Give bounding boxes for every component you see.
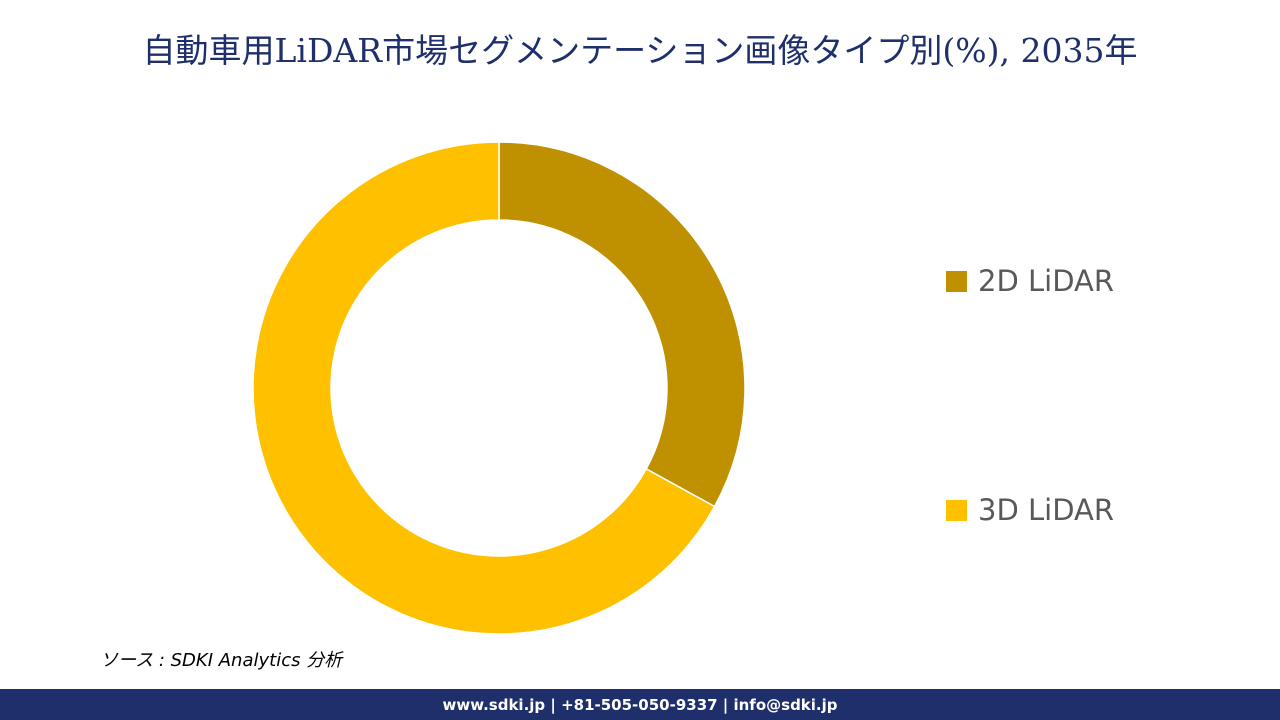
source-note: ソース : SDKI Analytics 分析 [100,650,343,671]
donut-slices [252,141,746,635]
legend-label: 2D LiDAR [978,264,1115,298]
footer-bar: www.sdki.jp | +81-505-050-9337 | info@sd… [0,689,1280,720]
legend-swatch [946,270,967,292]
legend-item-2d-lidar: 2D LiDAR [946,264,1114,298]
footer-contact: www.sdki.jp | +81-505-050-9337 | info@sd… [442,695,838,714]
donut-slice-2d-lidar [498,141,746,508]
chart-title: 自動車用LiDAR市場セグメンテーション画像タイプ別(%), 2035年 [142,31,1138,70]
legend-swatch [946,499,967,521]
legend-item-3d-lidar: 3D LiDAR [946,493,1114,527]
legend-label: 3D LiDAR [978,493,1115,527]
donut-slice-3d-lidar [252,141,716,635]
